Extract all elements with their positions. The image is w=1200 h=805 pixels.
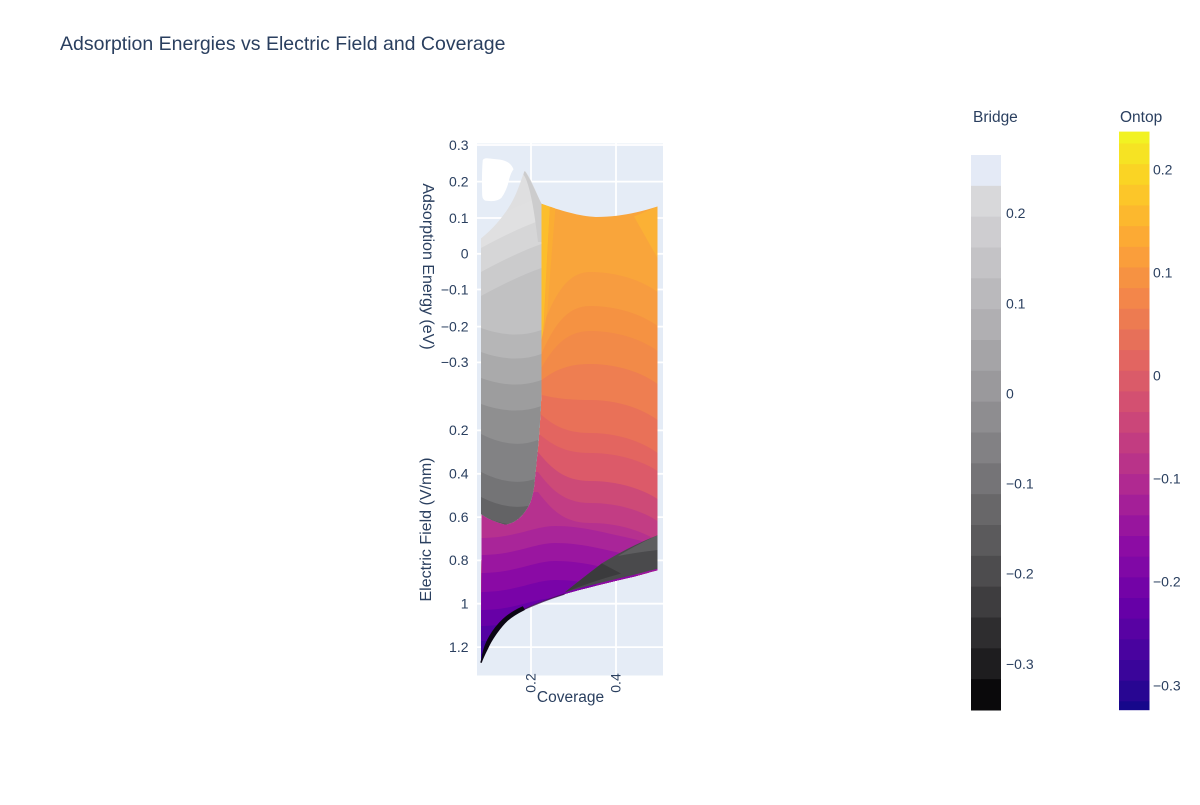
svg-text:0: 0 [1153,367,1161,383]
svg-text:0.1: 0.1 [1153,264,1173,280]
svg-text:0.4: 0.4 [449,466,469,482]
svg-text:0.2: 0.2 [449,173,469,189]
svg-text:Adsorption Energy (eV): Adsorption Energy (eV) [419,183,436,349]
svg-text:−0.3: −0.3 [1006,656,1034,672]
svg-text:−0.1: −0.1 [1153,471,1181,487]
svg-text:1: 1 [461,596,469,612]
svg-text:−0.2: −0.2 [1006,565,1034,581]
svg-text:0.3: 0.3 [449,137,469,153]
svg-text:0.8: 0.8 [449,552,469,568]
svg-text:−0.1: −0.1 [441,281,469,297]
svg-text:0.2: 0.2 [449,422,469,438]
svg-text:0.6: 0.6 [449,509,469,525]
svg-text:0.2: 0.2 [1006,205,1026,221]
svg-text:−0.3: −0.3 [441,354,469,370]
svg-text:Bridge: Bridge [973,109,1018,126]
svg-text:Coverage: Coverage [537,689,604,706]
svg-text:0.1: 0.1 [449,210,469,226]
svg-text:0.2: 0.2 [523,673,539,693]
svg-text:−0.2: −0.2 [441,318,469,334]
svg-text:1.2: 1.2 [449,639,469,655]
svg-text:0: 0 [461,246,469,262]
svg-text:0: 0 [1006,385,1014,401]
svg-text:0.4: 0.4 [608,673,624,693]
svg-text:Adsorption Energies vs Electri: Adsorption Energies vs Electric Field an… [60,33,505,55]
svg-text:Ontop: Ontop [1120,109,1162,126]
svg-text:−0.2: −0.2 [1153,574,1181,590]
svg-text:0.1: 0.1 [1006,295,1026,311]
svg-text:Electric Field (V/nm): Electric Field (V/nm) [418,457,435,601]
svg-text:0.2: 0.2 [1153,161,1173,177]
svg-text:−0.1: −0.1 [1006,475,1034,491]
svg-text:−0.3: −0.3 [1153,677,1181,693]
